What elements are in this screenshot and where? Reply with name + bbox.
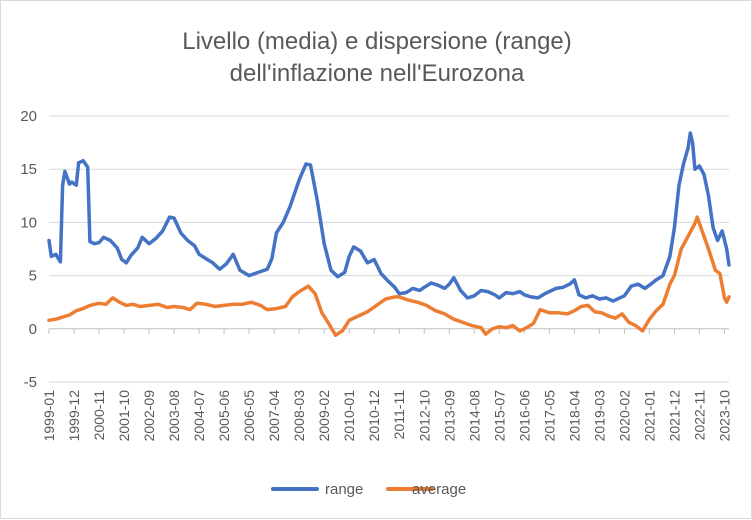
x-axis-tick-labels: 1999-01 1999-12 2000-11 2001-10 2002-09 2003-… [41,328,732,442]
x-tick-label: 2020-02 [616,390,632,442]
y-tick-label: 15 [20,161,37,178]
x-tick-label: 2015-07 [491,390,507,442]
x-tick-label: 2006-05 [241,390,257,442]
legend: range average [271,481,466,498]
series-lines [47,131,731,337]
chart-subtitle: dell'inflazione nell'Eurozona [230,60,525,87]
x-tick-label: 2023-10 [716,390,732,442]
x-tick-label: 2018-04 [566,390,582,442]
x-tick-label: 2014-08 [466,390,482,442]
series-line-range [47,131,731,303]
legend-label-range: range [325,481,363,498]
x-tick-label: 2021-01 [641,390,657,442]
x-tick-label: 2003-08 [166,390,182,442]
chart-title: Livello (media) e dispersione (range) [182,28,572,55]
y-tick-label: 20 [20,108,37,125]
y-tick-label: 0 [29,321,37,338]
y-tick-label: 10 [20,214,37,231]
y-tick-label: -5 [24,374,37,391]
x-tick-label: 2021-12 [666,390,682,442]
x-tick-label: 2016-06 [516,390,532,442]
x-tick-label: 2009-02 [316,390,332,442]
x-tick-label: 2005-06 [216,390,232,442]
x-tick-label: 2008-03 [291,390,307,442]
x-tick-label: 2017-05 [541,390,557,442]
x-tick-label: 2011-11 [391,390,407,440]
x-tick-label: 2001-10 [116,390,132,442]
x-tick-label: 2004-07 [191,390,207,442]
x-tick-label: 1999-01 [41,390,57,442]
x-tick-label: 2019-03 [591,390,607,442]
x-tick-label: 2007-04 [266,390,282,442]
x-tick-label: 2002-09 [141,390,157,442]
grid-lines [49,115,729,383]
y-axis-tick-labels: -5 0 5 10 15 20 [20,108,37,391]
x-tick-label: 2000-11 [91,390,107,441]
x-tick-label: 1999-12 [66,390,82,442]
series-line-average [47,215,731,337]
x-tick-label: 2012-10 [416,390,432,442]
legend-label-average: average [412,481,466,498]
x-tick-label: 2010-12 [366,390,382,442]
y-tick-label: 5 [29,268,37,285]
x-tick-label: 2010-01 [341,390,357,442]
x-tick-label: 2013-09 [441,390,457,442]
x-tick-label: 2022-11 [691,390,707,441]
